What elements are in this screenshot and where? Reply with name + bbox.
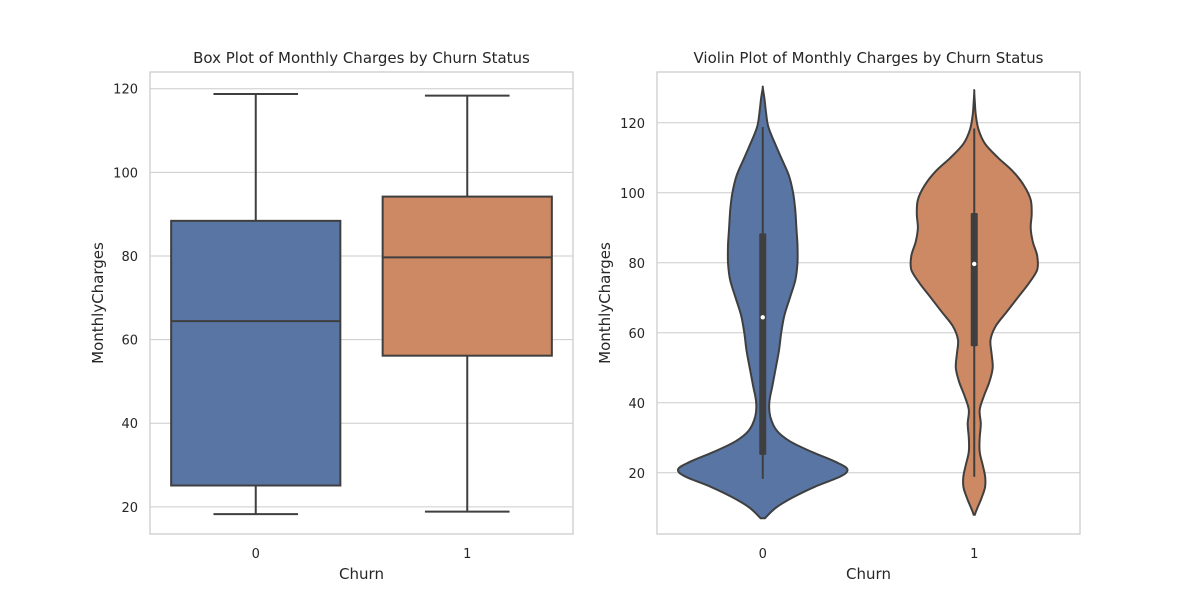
box-0 [170, 219, 342, 487]
y-tick-label: 40 [121, 417, 138, 432]
violin-median-dot [760, 315, 765, 320]
box-plot-panel: 20 40 60 80 100 120 0 1 Churn MonthlyCharges Box P… [89, 49, 574, 583]
y-tick-label: 20 [628, 467, 645, 482]
axes-frame [149, 71, 574, 535]
violin-plot-panel: 20 40 60 80 100 120 0 1 Churn MonthlyCharges Violi… [596, 49, 1081, 583]
x-axis-label: Churn [339, 565, 384, 583]
box-1 [381, 195, 553, 357]
y-tick-label: 60 [628, 327, 645, 342]
violin-iqr-bar [970, 213, 978, 347]
chart-title: Violin Plot of Monthly Charges by Churn … [693, 49, 1043, 67]
violin-median-dot [972, 261, 977, 267]
axes-frame [656, 71, 1081, 535]
y-tick-label: 80 [121, 250, 138, 265]
y-tick-label: 120 [113, 83, 138, 98]
x-axis-label: Churn [846, 565, 891, 583]
y-tick-label: 60 [121, 334, 138, 349]
x-tick-label: 0 [252, 547, 260, 562]
x-tick-label: 1 [463, 547, 471, 562]
y-axis-label: MonthlyCharges [596, 242, 614, 364]
x-tick-label: 0 [759, 547, 767, 562]
y-tick-label: 40 [628, 397, 645, 412]
chart-title: Box Plot of Monthly Charges by Churn Sta… [193, 49, 530, 67]
y-tick-label: 100 [113, 166, 138, 181]
y-tick-label: 120 [620, 117, 645, 132]
violin-iqr-bar [759, 233, 767, 455]
x-tick-label: 1 [970, 547, 978, 562]
y-tick-label: 100 [620, 187, 645, 202]
y-tick-label: 80 [628, 257, 645, 272]
y-tick-label: 20 [121, 501, 138, 516]
y-axis-label: MonthlyCharges [89, 242, 107, 364]
